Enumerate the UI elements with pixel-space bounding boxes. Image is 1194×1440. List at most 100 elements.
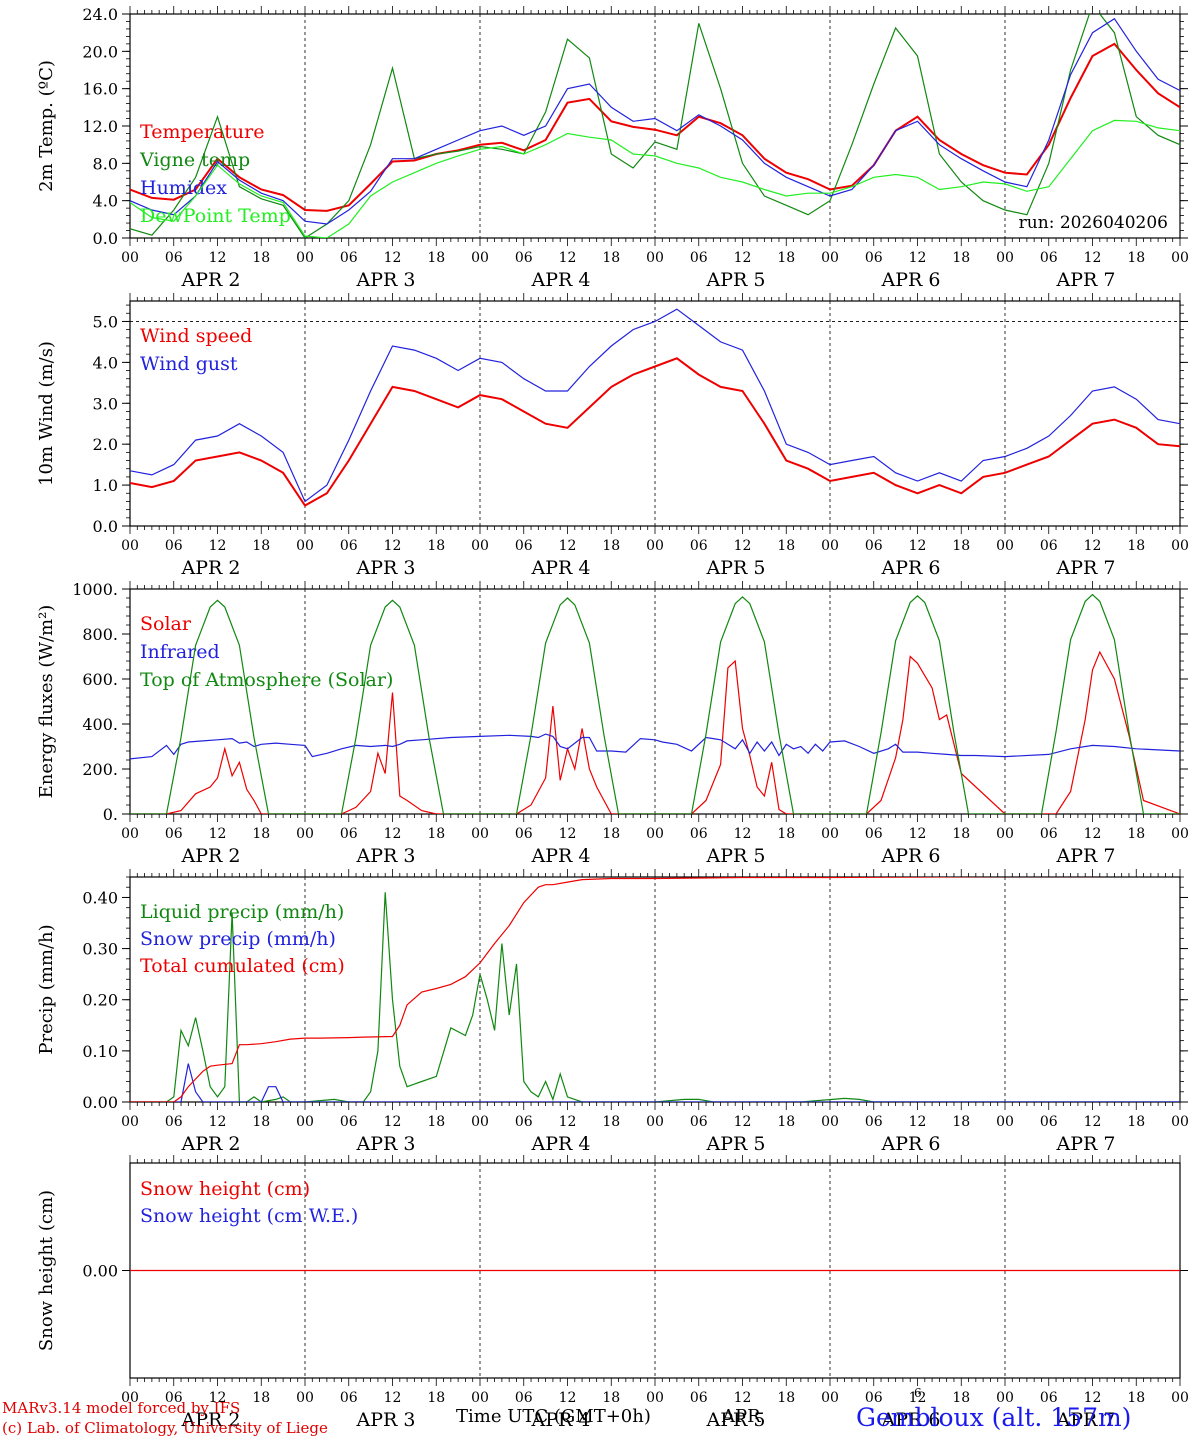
x-tick-label: 06: [865, 250, 883, 266]
x-tick-label: 12: [1084, 538, 1102, 554]
x-tick-label: 18: [252, 1114, 270, 1130]
y-tick-label: 0.30: [82, 940, 118, 959]
x-tick-label: 12: [559, 538, 577, 554]
x-tick-label: 12: [384, 1114, 402, 1130]
x-tick-label: 00: [1171, 1114, 1189, 1130]
x-tick-label: 12: [734, 538, 752, 554]
day-label: APR 5: [706, 845, 766, 867]
x-tick-label: 12: [209, 1114, 227, 1130]
day-label: APR 5: [706, 1409, 766, 1431]
x-tick-label: 18: [952, 1390, 970, 1406]
x-tick-label: 06: [165, 1114, 183, 1130]
x-tick-label: 12: [1084, 250, 1102, 266]
x-tick-label: 18: [427, 250, 445, 266]
y-axis-label: 10m Wind (m/s): [36, 341, 57, 486]
x-tick-label: 18: [777, 250, 795, 266]
day-label: APR 3: [356, 269, 416, 291]
x-tick-label: 18: [952, 826, 970, 842]
day-label: APR 6: [881, 1133, 941, 1155]
x-tick-label: 18: [1127, 1390, 1145, 1406]
x-tick-label: 00: [121, 826, 139, 842]
y-tick-label: 200.: [82, 760, 118, 779]
y-tick-label: 600.: [82, 670, 118, 689]
legend-entry: Temperature: [140, 121, 264, 143]
x-tick-label: 00: [996, 1114, 1014, 1130]
x-tick-label: 00: [121, 1390, 139, 1406]
x-tick-label: 12: [909, 1390, 927, 1406]
station-name: Gembloux (alt. 157m): [856, 1403, 1132, 1432]
x-tick-label: 00: [471, 1390, 489, 1406]
x-tick-label: 06: [515, 826, 533, 842]
x-tick-label: 06: [340, 538, 358, 554]
x-tick-label: 00: [646, 538, 664, 554]
x-tick-label: 06: [340, 250, 358, 266]
y-tick-label: 16.0: [82, 80, 118, 99]
x-tick-label: 06: [165, 826, 183, 842]
small-label: 6: [914, 1386, 922, 1400]
x-tick-label: 12: [384, 250, 402, 266]
y-tick-label: 1.0: [93, 476, 118, 495]
x-tick-label: 06: [340, 826, 358, 842]
y-tick-label: 4.0: [93, 192, 118, 211]
day-label: APR 6: [881, 557, 941, 579]
x-tick-label: 00: [1171, 826, 1189, 842]
x-tick-label: 18: [427, 538, 445, 554]
x-tick-label: 12: [909, 826, 927, 842]
day-label: APR 5: [706, 269, 766, 291]
x-tick-label: 00: [821, 538, 839, 554]
day-label: APR 3: [356, 1409, 416, 1431]
x-tick-label: 18: [602, 1390, 620, 1406]
panel-energy: 00 06 12 18 00 06 12 18 00 06 12 18 00 06 12 18 00 06 12 18…: [36, 580, 1189, 867]
x-tick-label: 06: [865, 538, 883, 554]
day-label: APR 4: [531, 1133, 591, 1155]
y-tick-label: 0.0: [93, 229, 118, 248]
day-label: APR 2: [181, 845, 241, 867]
x-tick-label: 06: [690, 1114, 708, 1130]
x-tick-label: 00: [646, 1114, 664, 1130]
x-tick-label: 12: [209, 826, 227, 842]
y-tick-label: 4.0: [93, 353, 118, 372]
y-tick-label: 1000.: [72, 580, 118, 599]
x-tick-label: 18: [1127, 250, 1145, 266]
x-tick-label: 18: [777, 538, 795, 554]
y-tick-label: 0.0: [93, 517, 118, 536]
series-line-3: [130, 119, 1180, 238]
x-tick-label: 18: [252, 250, 270, 266]
day-label: APR 4: [531, 557, 591, 579]
x-tick-label: 12: [734, 1390, 752, 1406]
x-tick-label: 18: [252, 1390, 270, 1406]
x-tick-label: 00: [121, 538, 139, 554]
day-label: APR 3: [356, 1133, 416, 1155]
day-label: APR 7: [1056, 269, 1116, 291]
y-tick-label: 0.: [103, 805, 118, 824]
x-tick-label: 06: [1040, 250, 1058, 266]
x-tick-label: 18: [777, 1114, 795, 1130]
x-tick-label: 18: [1127, 538, 1145, 554]
x-tick-label: 00: [1171, 538, 1189, 554]
x-tick-label: 12: [384, 1390, 402, 1406]
x-tick-label: 18: [952, 250, 970, 266]
x-tick-label: 00: [1171, 250, 1189, 266]
x-tick-label: 18: [602, 250, 620, 266]
day-label: APR 7: [1056, 845, 1116, 867]
x-tick-label: 00: [646, 250, 664, 266]
x-tick-label: 00: [821, 1114, 839, 1130]
day-label: APR 7: [1056, 557, 1116, 579]
series-line-0: [130, 892, 1180, 1102]
x-tick-label: 00: [471, 538, 489, 554]
x-tick-label: 00: [296, 1390, 314, 1406]
x-tick-label: 06: [165, 1390, 183, 1406]
y-tick-label: 0.00: [82, 1093, 118, 1112]
x-tick-label: 00: [296, 1114, 314, 1130]
x-tick-label: 00: [471, 826, 489, 842]
y-axis-label: 2m Temp. (ºC): [36, 60, 57, 192]
series-line-2: [130, 877, 1111, 1102]
y-tick-label: 0.40: [82, 888, 118, 907]
legend-entry: Total cumulated (cm): [140, 955, 345, 977]
day-label: APR 4: [531, 269, 591, 291]
legend-entry: DewPoint Temp: [140, 205, 291, 227]
x-tick-label: 12: [559, 1114, 577, 1130]
x-tick-label: 18: [1127, 1114, 1145, 1130]
x-tick-label: 06: [690, 1390, 708, 1406]
